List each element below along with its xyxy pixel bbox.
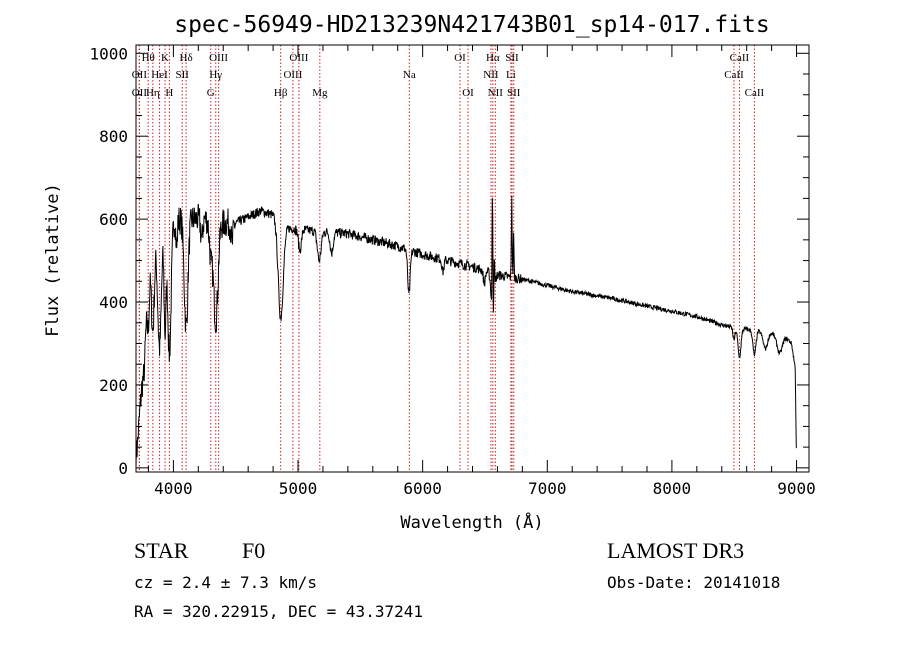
- redshift-velocity: cz = 2.4 ± 7.3 km/s: [134, 573, 318, 592]
- coordinates: RA = 320.22915, DEC = 43.37241: [134, 602, 423, 621]
- x-axis-label: Wavelength (Å): [400, 511, 543, 533]
- y-tick-label: 600: [99, 210, 128, 229]
- spectral-line-label: CaII: [730, 52, 750, 64]
- spectral-line-label: OIII: [209, 52, 228, 64]
- plot-frame: [135, 44, 810, 473]
- spectral-line-label: NII: [488, 87, 504, 99]
- spectral-line-label: NII: [483, 69, 499, 81]
- spectral-line-label: G: [207, 87, 215, 99]
- x-axis-ticks: 4000 5000 6000 7000 8000 9000: [147, 45, 816, 498]
- object-class: STAR: [134, 538, 189, 563]
- y-tick-label: 400: [99, 293, 128, 312]
- spectral-line-label: Li: [506, 69, 516, 81]
- y-tick-label: 1000: [89, 44, 128, 63]
- spectrum-line: [135, 195, 797, 469]
- spectral-line-label: Hη: [146, 87, 160, 99]
- spectral-line-label: SII: [507, 87, 521, 99]
- spectral-line-label: H: [165, 87, 173, 99]
- spectral-line-label: SII: [505, 52, 519, 64]
- spectral-line-label: K: [161, 52, 169, 64]
- spectral-line-label: CaII: [724, 69, 744, 81]
- spectral-line-label: Mg: [312, 87, 328, 99]
- spectral-line-label: Hθ: [142, 52, 155, 64]
- x-tick-label: 9000: [777, 479, 816, 498]
- x-tick-label: 8000: [653, 479, 692, 498]
- x-tick-label: 6000: [403, 479, 442, 498]
- spectral-line-label: OII: [132, 69, 148, 81]
- chart-title: spec-56949-HD213239N421743B01_sp14-017.f…: [174, 12, 769, 38]
- object-subclass: F0: [242, 538, 266, 563]
- x-tick-label: 5000: [279, 479, 318, 498]
- y-axis-label: Flux (relative): [43, 183, 63, 337]
- spectral-line-label: Hγ: [209, 69, 222, 81]
- spectral-line-label: SII: [176, 69, 190, 81]
- spectral-line-label: Hδ: [180, 52, 193, 64]
- spectral-line-label: CaII: [745, 87, 765, 99]
- spectral-line-label: OIII: [283, 69, 302, 81]
- spectral-line-label: Na: [403, 69, 416, 81]
- observation-date: Obs-Date: 20141018: [607, 573, 781, 592]
- spectral-line-label: OIII: [289, 52, 308, 64]
- spectral-line-labels: OIIOIIHθHηHeIKHSIIHδGHγOIIIHβOIIIOIIIMgN…: [132, 52, 765, 99]
- y-tick-label: 800: [99, 127, 128, 146]
- spectral-line-label: Hα: [486, 52, 500, 64]
- spectral-line-label: Hβ: [274, 87, 288, 99]
- y-axis-ticks: 0 200 400 600 800 1000: [89, 44, 809, 478]
- spectral-line-label: OI: [454, 52, 466, 64]
- spectral-line-markers: [138, 45, 755, 472]
- spectral-line-label: OI: [462, 87, 474, 99]
- spectral-line-label: HeI: [151, 69, 168, 81]
- survey-name: LAMOST DR3: [607, 538, 745, 563]
- x-tick-label: 7000: [528, 479, 567, 498]
- x-tick-label: 4000: [154, 479, 193, 498]
- y-tick-label: 200: [99, 376, 128, 395]
- y-tick-label: 0: [118, 459, 128, 478]
